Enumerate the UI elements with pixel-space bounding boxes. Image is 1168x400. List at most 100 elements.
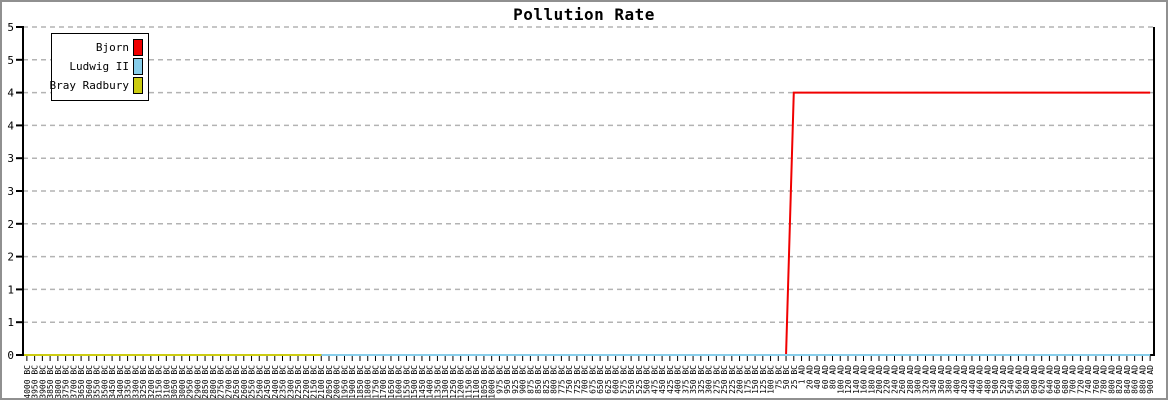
- y-tick-label: 4: [7, 119, 14, 132]
- x-tick-label: 3450 BC: [108, 365, 117, 399]
- x-tick-label: 2250 BC: [294, 365, 303, 399]
- x-tick-label: 40 AD: [813, 365, 822, 389]
- x-tick-label: 3100 BC: [162, 365, 171, 399]
- x-tick-label: 975 BC: [495, 365, 504, 394]
- x-tick-label: 1550 BC: [402, 365, 411, 399]
- x-tick-label: 1900 BC: [348, 365, 357, 399]
- x-tick-label: 100 BC: [767, 365, 776, 394]
- x-tick-label: 2550 BC: [248, 365, 257, 399]
- x-tick-label: 360 AD: [937, 365, 946, 394]
- x-tick-label: 200 AD: [875, 365, 884, 394]
- x-tick-label: 825 BC: [542, 365, 551, 394]
- x-tick-label: 2150 BC: [309, 365, 318, 399]
- x-tick-label: 760 AD: [1092, 365, 1101, 394]
- y-tick-label: 2: [7, 251, 14, 264]
- x-tick-label: 100 AD: [836, 365, 845, 394]
- x-tick-label: 240 AD: [890, 365, 899, 394]
- x-tick-label: 4000 BC: [23, 365, 32, 399]
- x-tick-label: 450 BC: [658, 365, 667, 394]
- x-tick-label: 400 BC: [674, 365, 683, 394]
- x-tick-label: 120 AD: [844, 365, 853, 394]
- x-tick-label: 200 BC: [736, 365, 745, 394]
- x-tick-label: 3200 BC: [147, 365, 156, 399]
- x-tick-label: 2300 BC: [286, 365, 295, 399]
- x-tick-label: 1 AD: [798, 365, 807, 384]
- x-tick-label: 725 BC: [573, 365, 582, 394]
- x-tick-label: 3300 BC: [131, 365, 140, 399]
- y-tick-label: 5: [7, 54, 14, 67]
- x-tick-label: 175 BC: [743, 365, 752, 394]
- x-tick-label: 580 AD: [1022, 365, 1031, 394]
- x-tick-label: 3050 BC: [170, 365, 179, 399]
- x-tick-label: 680 AD: [1061, 365, 1070, 394]
- x-tick-label: 950 BC: [503, 365, 512, 394]
- x-tick-label: 2650 BC: [232, 365, 241, 399]
- x-tick-label: 75 BC: [774, 365, 783, 389]
- x-tick-label: 1050 BC: [480, 365, 489, 399]
- x-tick-label: 750 BC: [565, 365, 574, 394]
- y-tick-label: 1: [7, 316, 14, 329]
- x-tick-label: 2600 BC: [240, 365, 249, 399]
- x-tick-label: 3600 BC: [85, 365, 94, 399]
- x-tick-label: 260 AD: [898, 365, 907, 394]
- legend-label-bjorn: Bjorn: [95, 41, 129, 54]
- x-tick-label: 3150 BC: [155, 365, 164, 399]
- x-tick-label: 160 AD: [860, 365, 869, 394]
- x-tick-label: 1450 BC: [418, 365, 427, 399]
- x-tick-label: 1850 BC: [356, 365, 365, 399]
- x-tick-label: 625 BC: [604, 365, 613, 394]
- x-tick-label: 3750 BC: [62, 365, 71, 399]
- x-tick-label: 900 AD: [1146, 365, 1155, 394]
- x-tick-label: 3250 BC: [139, 365, 148, 399]
- x-tick-label: 400 AD: [952, 365, 961, 394]
- x-tick-label: 520 AD: [999, 365, 1008, 394]
- x-tick-label: 700 AD: [1069, 365, 1078, 394]
- x-tick-label: 2450 BC: [263, 365, 272, 399]
- x-tick-label: 880 AD: [1138, 365, 1147, 394]
- legend-swatch-ludwig-ii: [133, 58, 143, 75]
- x-tick-label: 350 BC: [689, 365, 698, 394]
- x-tick-label: 740 AD: [1084, 365, 1093, 394]
- x-tick-label: 620 AD: [1038, 365, 1047, 394]
- x-tick-label: 900 BC: [519, 365, 528, 394]
- x-tick-label: 3900 BC: [38, 365, 47, 399]
- x-tick-label: 780 AD: [1100, 365, 1109, 394]
- y-tick-label: 5: [7, 21, 14, 34]
- x-tick-label: 525 BC: [635, 365, 644, 394]
- x-tick-label: 2700 BC: [224, 365, 233, 399]
- x-tick-label: 1750 BC: [371, 365, 380, 399]
- y-tick-label: 0: [7, 349, 14, 362]
- x-tick-label: 20 AD: [805, 365, 814, 389]
- x-tick-label: 1400 BC: [426, 365, 435, 399]
- legend-swatch-bjorn: [133, 39, 143, 56]
- x-tick-label: 3350 BC: [124, 365, 133, 399]
- x-tick-label: 3850 BC: [46, 365, 55, 399]
- x-tick-label: 1350 BC: [433, 365, 442, 399]
- x-tick-label: 300 AD: [914, 365, 923, 394]
- y-tick-label: 3: [7, 185, 14, 198]
- x-tick-label: 2900 BC: [193, 365, 202, 399]
- chart-title: Pollution Rate: [513, 5, 655, 24]
- x-tick-label: 660 AD: [1053, 365, 1062, 394]
- x-tick-label: 480 AD: [983, 365, 992, 394]
- x-tick-label: 3800 BC: [54, 365, 63, 399]
- x-tick-label: 3500 BC: [100, 365, 109, 399]
- x-tick-label: 700 BC: [581, 365, 590, 394]
- legend: Bjorn Ludwig II Bray Radbury: [50, 33, 149, 101]
- x-tick-label: 180 AD: [867, 365, 876, 394]
- x-tick-label: 1650 BC: [387, 365, 396, 399]
- x-tick-label: 640 AD: [1045, 365, 1054, 394]
- x-tick-label: 250 BC: [720, 365, 729, 394]
- y-tick-label: 4: [7, 87, 14, 100]
- x-tick-label: 820 AD: [1115, 365, 1124, 394]
- x-tick-label: 1700 BC: [379, 365, 388, 399]
- legend-item-bjorn: Bjorn: [57, 38, 143, 57]
- x-tick-label: 2800 BC: [209, 365, 218, 399]
- x-tick-label: 1150 BC: [464, 365, 473, 399]
- x-tick-label: 380 AD: [945, 365, 954, 394]
- x-tick-label: 840 AD: [1123, 365, 1132, 394]
- x-tick-label: 3400 BC: [116, 365, 125, 399]
- x-tick-label: 600 AD: [1030, 365, 1039, 394]
- x-tick-label: 2350 BC: [279, 365, 288, 399]
